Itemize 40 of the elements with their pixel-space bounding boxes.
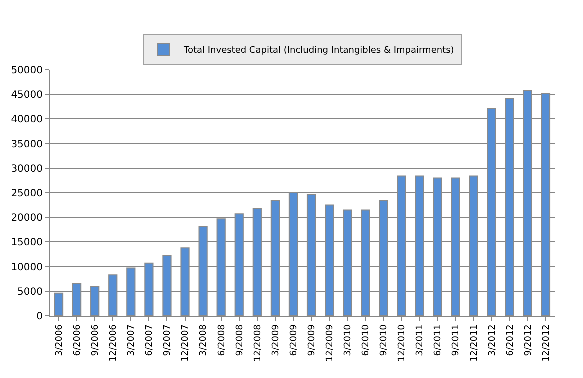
- y-tick-label: 10000: [11, 262, 43, 274]
- x-tick-label: 6/2009: [289, 324, 300, 356]
- x-tick-label: 6/2012: [506, 324, 516, 356]
- y-tick-label: 30000: [11, 164, 43, 175]
- x-tick-label: 3/2009: [271, 324, 282, 356]
- x-tick-label: 6/2007: [145, 324, 156, 356]
- x-tick-label: 12/2011: [470, 324, 480, 362]
- x-tick-label: 6/2006: [72, 324, 83, 356]
- x-tick-label: 3/2010: [344, 324, 354, 356]
- x-tick-label: 12/2012: [542, 324, 552, 362]
- x-tick-label: 12/2009: [325, 324, 336, 362]
- y-tick-label: 20000: [11, 213, 43, 224]
- legend-label: Total Invested Capital (Including Intangibles & Impairments): [183, 46, 454, 56]
- y-tick-label: 35000: [11, 139, 43, 150]
- x-tick-label: 6/2010: [362, 324, 372, 356]
- x-tick-label: 3/2006: [54, 324, 65, 356]
- x-tick-label: 9/2010: [380, 324, 390, 356]
- x-tick-label: 12/2008: [253, 324, 264, 362]
- x-tick-label: 3/2008: [199, 324, 210, 356]
- x-tick-label: 9/2012: [524, 324, 534, 356]
- y-tick-label: 25000: [11, 188, 43, 200]
- x-tick-label: 9/2009: [307, 324, 318, 356]
- x-tick-label: 6/2011: [434, 324, 444, 356]
- y-tick-label: 50000: [11, 66, 43, 76]
- x-tick-label: 9/2006: [91, 324, 102, 356]
- x-tick-label: 6/2008: [217, 324, 228, 356]
- x-tick-label: 12/2006: [109, 324, 120, 362]
- x-tick-label: 12/2007: [181, 324, 192, 362]
- x-tick-label: 3/2011: [416, 324, 426, 356]
- y-tick-label: 40000: [11, 114, 43, 126]
- y-tick-label: 45000: [11, 90, 43, 102]
- y-tick-label: 5000: [18, 286, 43, 298]
- x-tick-label: 3/2007: [127, 324, 138, 356]
- x-tick-label: 9/2011: [452, 324, 462, 356]
- y-tick-label: 15000: [11, 238, 43, 249]
- x-tick-label: 9/2008: [235, 324, 246, 356]
- x-tick-label: 12/2010: [398, 324, 408, 362]
- y-tick-label: 0: [36, 312, 43, 322]
- x-tick-label: 9/2007: [163, 324, 174, 356]
- x-tick-label: 3/2012: [488, 324, 498, 356]
